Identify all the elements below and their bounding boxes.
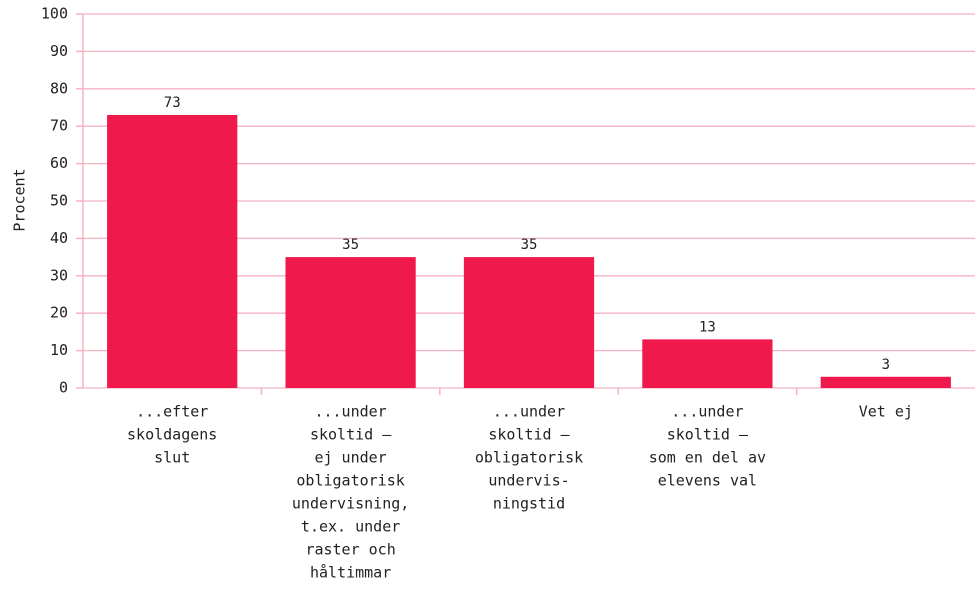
x-tick-label: ningstid xyxy=(493,495,565,513)
x-tick-label: ej under xyxy=(314,449,386,467)
x-tick-label: skoltid – xyxy=(488,426,570,444)
x-tick-label: ...under xyxy=(314,403,386,421)
x-tick-label: raster och xyxy=(305,541,395,559)
bar xyxy=(820,376,951,388)
value-label: 73 xyxy=(164,95,181,111)
x-tick-label: ...under xyxy=(671,403,743,421)
x-tick-label: elevens val xyxy=(658,472,757,490)
x-tick-label: slut xyxy=(154,449,190,467)
x-tick-label: obligatorisk xyxy=(475,449,583,467)
y-tick-label: 100 xyxy=(41,5,68,23)
x-tick-label: Vet ej xyxy=(859,403,913,421)
value-label: 3 xyxy=(882,357,890,373)
x-tick-label: obligatorisk xyxy=(296,472,404,490)
y-tick-label: 90 xyxy=(50,42,68,60)
y-axis-label: Procent xyxy=(11,168,29,231)
y-tick-label: 10 xyxy=(50,341,68,359)
y-tick-label: 40 xyxy=(50,229,68,247)
bar xyxy=(285,257,416,388)
y-tick-label: 50 xyxy=(50,192,68,210)
x-tick-label: skoltid – xyxy=(667,426,749,444)
y-tick-label: 70 xyxy=(50,117,68,135)
value-label: 13 xyxy=(699,319,716,335)
y-tick-label: 80 xyxy=(50,79,68,97)
bar xyxy=(107,114,238,388)
x-tick-label: undervis- xyxy=(488,472,569,490)
bar xyxy=(642,339,773,388)
x-tick-label: undervisning, xyxy=(292,495,409,513)
x-tick-label: ...efter xyxy=(136,403,208,421)
y-tick-label: 30 xyxy=(50,266,68,284)
x-tick-label: skoltid – xyxy=(310,426,392,444)
x-tick-label: som en del av xyxy=(649,449,766,467)
x-tick-label: ...under xyxy=(493,403,565,421)
x-tick-label: t.ex. under xyxy=(301,518,400,536)
bar xyxy=(463,257,595,388)
x-tick-label: skoldagens xyxy=(127,426,217,444)
value-label: 35 xyxy=(521,237,538,253)
y-tick-label: 0 xyxy=(59,379,68,397)
y-tick-label: 20 xyxy=(50,304,68,322)
x-tick-label: håltimmar xyxy=(310,564,391,582)
y-tick-label: 60 xyxy=(50,154,68,172)
value-label: 35 xyxy=(342,237,359,253)
